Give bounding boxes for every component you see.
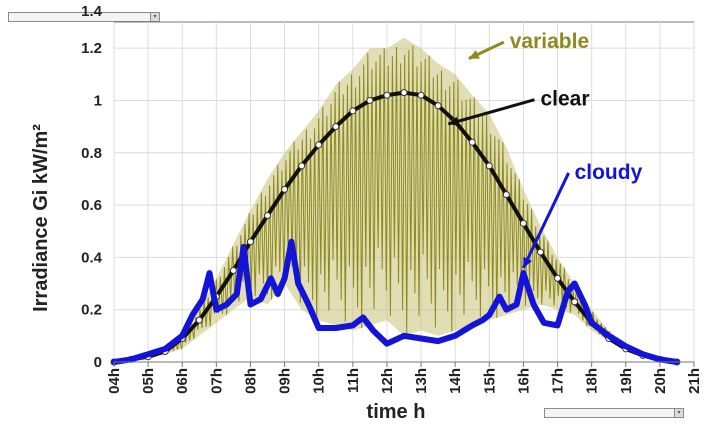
clear-point	[281, 185, 289, 193]
clear-point	[349, 107, 357, 115]
y-tick-label: 0.2	[81, 302, 102, 319]
annotation-arrow	[522, 172, 570, 269]
x-tick-label: 12h	[379, 368, 396, 394]
clear-point	[417, 91, 425, 99]
cloudy-line	[111, 238, 680, 365]
y-tick-label: 0.6	[81, 197, 102, 214]
y-tick-label: 0.4	[81, 249, 103, 266]
clear-point	[195, 316, 203, 324]
x-tick-label: 08h	[242, 368, 259, 394]
axes: 0 0.2 0.4 0.6 0.8 1 1.2 1.4 04h 05h 06h 07h 08h 09h 10…	[81, 3, 703, 394]
x-tick-label: 21h	[686, 368, 703, 394]
clear-point	[400, 89, 408, 97]
y-axis-label: Irradiance Gi kW/m²	[30, 124, 52, 312]
clear-point	[554, 274, 562, 282]
clear-point	[298, 162, 306, 170]
clear-point	[264, 212, 272, 220]
y-tick-label: 0	[94, 354, 102, 371]
x-axis-label: time h	[367, 401, 426, 423]
clear-point	[502, 191, 510, 199]
x-tick-label: 19h	[618, 368, 635, 394]
x-tick-label: 18h	[584, 368, 601, 394]
dropdown-arrow-icon[interactable]: ▾	[674, 409, 683, 417]
annotation-label-clear: clear	[540, 88, 589, 111]
x-tick-label: 13h	[413, 368, 430, 394]
clear-point	[571, 298, 579, 306]
cloudy-series	[111, 238, 680, 365]
x-tick-label: 11h	[345, 368, 362, 393]
clear-point	[332, 123, 340, 131]
clear-point	[246, 238, 254, 246]
annotation-arrowhead	[448, 116, 460, 126]
x-tick-label: 05h	[140, 368, 157, 394]
annotation-arrowhead	[468, 50, 480, 59]
clear-point	[383, 91, 391, 99]
x-tick-label: 14h	[447, 368, 464, 394]
variable-line	[113, 45, 678, 363]
x-tick-label: 17h	[550, 368, 567, 394]
top-series-dropdown[interactable]: ▾	[8, 12, 160, 22]
annotation-arrow	[447, 98, 535, 126]
clear-point	[519, 219, 527, 227]
clear-point	[536, 248, 544, 256]
x-tick-label: 20h	[652, 368, 669, 394]
annotation-arrowhead	[523, 256, 532, 268]
x-tick-label: 06h	[174, 368, 191, 394]
dropdown-arrow-icon[interactable]: ▾	[150, 13, 159, 21]
y-tick-label: 1.2	[81, 40, 102, 57]
bottom-series-dropdown[interactable]: ▾	[544, 408, 684, 418]
clear-point	[485, 162, 493, 170]
x-tick-label: 16h	[515, 368, 532, 394]
x-tick-label: 15h	[481, 368, 498, 394]
clear-point	[366, 96, 374, 104]
clear-point	[315, 141, 323, 149]
y-tick-label: 1	[94, 92, 102, 109]
annotation-label-cloudy: cloudy	[575, 161, 643, 184]
annotations: variable clear cloudy	[447, 30, 643, 269]
clear-point	[468, 138, 476, 146]
clear-point	[434, 102, 442, 110]
annotation-label-variable: variable	[510, 30, 589, 53]
y-tick-label-partial: 1.4	[81, 3, 103, 20]
x-tick-label: 09h	[277, 368, 294, 394]
x-tick-label: 07h	[208, 368, 225, 394]
clear-point	[229, 266, 237, 274]
y-tick-label: 0.8	[81, 145, 102, 162]
x-tick-label: 04h	[106, 368, 123, 394]
variable-series	[113, 37, 678, 363]
x-tick-label: 10h	[311, 368, 328, 394]
clear-line	[113, 90, 678, 364]
